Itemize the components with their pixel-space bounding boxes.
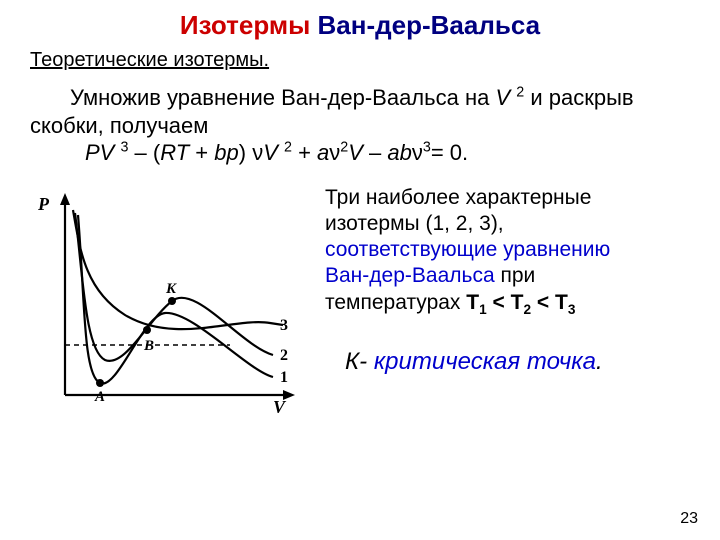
- page-number: 23: [680, 510, 698, 528]
- subtitle: Теоретические изотермы.: [30, 49, 695, 72]
- svg-text:V: V: [273, 397, 287, 415]
- svg-text:2: 2: [280, 347, 288, 364]
- description: Три наиболее характерные изотермы (1, 2,…: [325, 185, 695, 318]
- title-part2: Ван-дер-Ваальса: [318, 10, 541, 40]
- svg-text:B: B: [143, 338, 154, 354]
- slide-title: Изотермы Ван-дер-Ваальса: [25, 10, 695, 41]
- svg-text:3: 3: [280, 317, 288, 334]
- critical-point-label: К- критическая точка.: [345, 348, 695, 376]
- equation: PV 3 – (RT + bp) νV 2 + aν2V – abν3= 0.: [85, 139, 695, 167]
- intro-paragraph: Умножив уравнение Ван-дер-Ваальса на V 2…: [30, 84, 695, 139]
- svg-text:A: A: [94, 389, 105, 405]
- title-part1: Изотермы: [180, 10, 310, 40]
- svg-text:1: 1: [280, 369, 288, 386]
- isotherm-graph: A B K P V 3 2 1: [25, 185, 315, 415]
- svg-text:K: K: [165, 281, 177, 297]
- svg-text:P: P: [37, 194, 50, 214]
